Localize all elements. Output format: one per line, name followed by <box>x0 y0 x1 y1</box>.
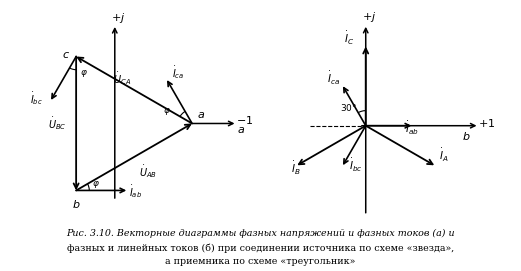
Text: $+j$: $+j$ <box>110 11 125 25</box>
Text: $\dot{I}_{bc}$: $\dot{I}_{bc}$ <box>349 157 363 174</box>
Text: $c$: $c$ <box>62 50 70 60</box>
Text: $a$: $a$ <box>197 110 205 120</box>
Text: фазных и линейных токов (б) при соединении источника по схеме «звезда»,: фазных и линейных токов (б) при соединен… <box>67 243 454 253</box>
Text: $\dot{U}_{BC}$: $\dot{U}_{BC}$ <box>48 115 67 132</box>
Text: $b$: $b$ <box>462 130 471 142</box>
Text: $\dot{I}_{ab}$: $\dot{I}_{ab}$ <box>130 183 143 201</box>
Text: $+1$: $+1$ <box>478 117 495 128</box>
Text: $-1$: $-1$ <box>236 114 253 126</box>
Text: $a$: $a$ <box>237 125 245 135</box>
Text: $\dot{U}_{AB}$: $\dot{U}_{AB}$ <box>139 163 157 180</box>
Text: $\dot{I}_{ab}$: $\dot{I}_{ab}$ <box>404 120 418 137</box>
Text: $30°$: $30°$ <box>340 102 357 114</box>
Text: $\varphi$: $\varphi$ <box>80 68 88 79</box>
Text: $\dot{I}_{bc}$: $\dot{I}_{bc}$ <box>30 90 43 107</box>
Text: $\dot{I}_A$: $\dot{I}_A$ <box>439 147 449 164</box>
Text: $\dot{I}_{ca}$: $\dot{I}_{ca}$ <box>327 70 340 87</box>
Text: $\dot{I}_B$: $\dot{I}_B$ <box>291 160 301 177</box>
Text: $\varphi$: $\varphi$ <box>92 179 100 190</box>
Text: $\dot{I}_C$: $\dot{I}_C$ <box>344 30 355 47</box>
Text: $\dot{U}_{CA}$: $\dot{U}_{CA}$ <box>113 70 131 87</box>
Text: Рис. 3.10. Векторные диаграммы фазных напряжений и фазных токов (а) и: Рис. 3.10. Векторные диаграммы фазных на… <box>66 229 455 238</box>
Text: $\varphi$: $\varphi$ <box>163 106 170 117</box>
Text: $b$: $b$ <box>72 198 80 210</box>
Text: $+j$: $+j$ <box>362 10 376 24</box>
Text: а приемника по схеме «треугольник»: а приемника по схеме «треугольник» <box>165 257 356 266</box>
Text: $\dot{I}_{ca}$: $\dot{I}_{ca}$ <box>171 64 184 82</box>
